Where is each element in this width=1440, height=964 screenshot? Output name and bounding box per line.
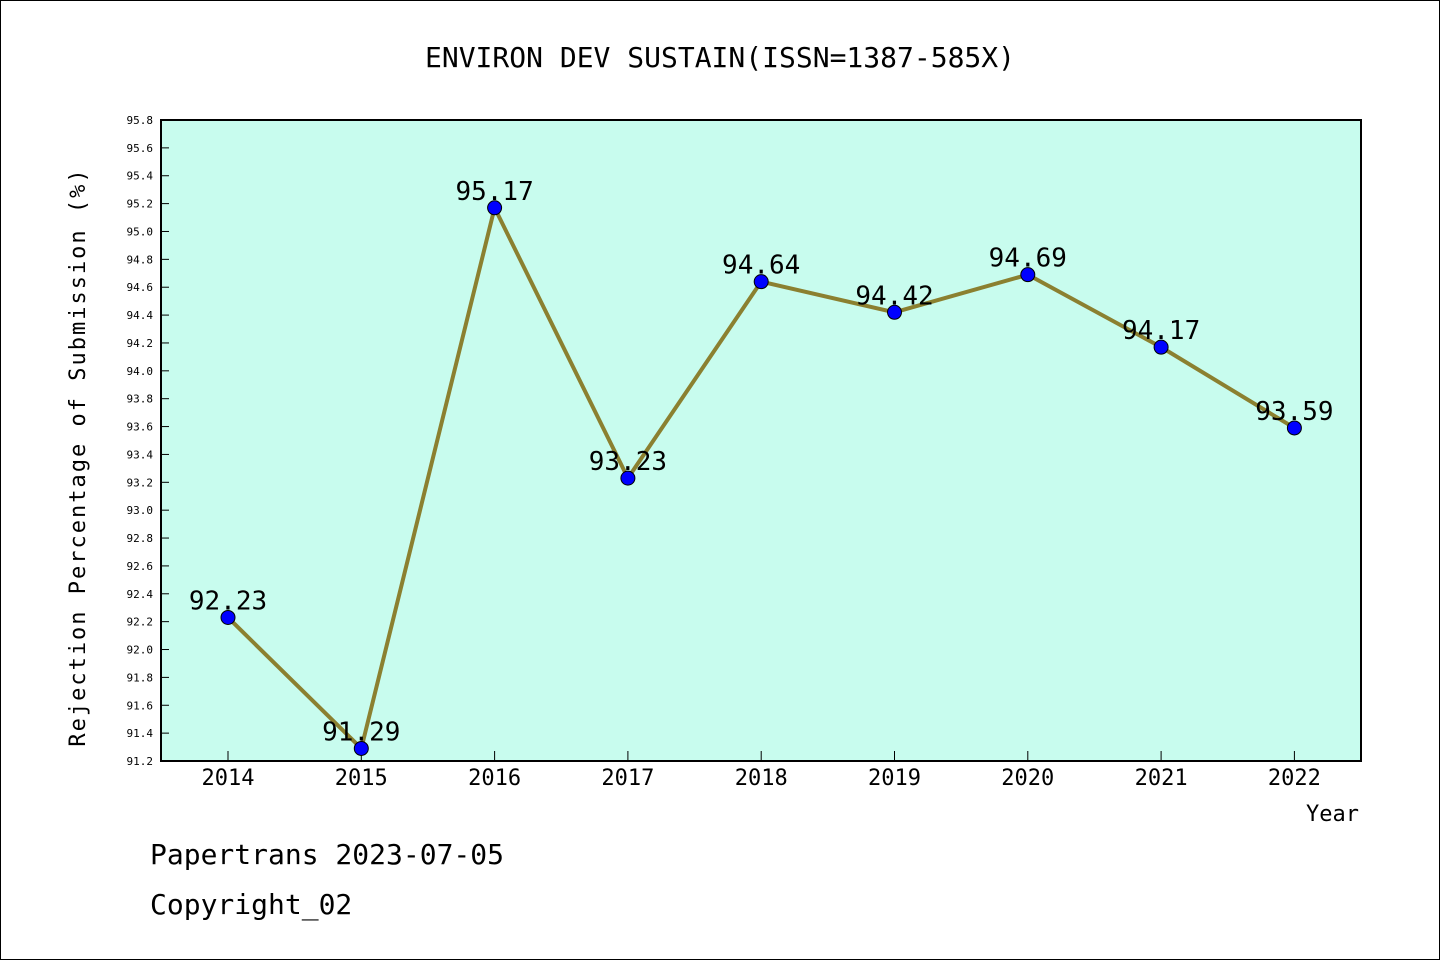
y-tick-label: 94.0: [127, 365, 154, 378]
data-points: [220, 200, 1302, 756]
plot-area: [160, 119, 1362, 762]
x-axis: 2014 2015 2016 2017 2018 2019 2020 2021 2022: [202, 751, 1321, 791]
y-tick-label: 94.6: [127, 281, 154, 294]
data-point: [353, 740, 369, 756]
data-label: 94.64: [722, 251, 800, 281]
y-tick-label: 94.2: [127, 337, 154, 350]
y-tick-label: 92.8: [127, 532, 154, 545]
data-label: 91.29: [322, 717, 400, 747]
y-tick-label: 92.2: [127, 616, 154, 629]
y-tick-label: 91.8: [127, 671, 154, 684]
x-tick-label: 2014: [202, 766, 255, 791]
x-axis-label: Year: [1306, 802, 1359, 827]
data-point: [887, 304, 902, 320]
data-point: [1153, 339, 1169, 355]
data-point: [487, 200, 503, 216]
x-tick-label: 2017: [601, 766, 654, 791]
y-tick-label: 93.6: [127, 421, 154, 434]
y-axis-label: Rejection Percentage of Submission (%): [66, 167, 91, 746]
data-point: [753, 274, 769, 290]
x-tick-label: 2019: [868, 766, 921, 791]
y-tick-label: 92.0: [127, 644, 154, 657]
x-tick-label: 2015: [335, 766, 388, 791]
footer-date: Papertrans 2023-07-05: [150, 838, 504, 871]
data-point: [620, 470, 636, 486]
y-tick-label: 93.0: [127, 504, 154, 517]
data-label: 95.17: [455, 177, 533, 207]
y-tick-label: 92.6: [127, 560, 154, 573]
y-tick-label: 91.2: [127, 755, 154, 768]
data-point: [1020, 267, 1036, 283]
x-tick-label: 2016: [468, 766, 521, 791]
data-label: 92.23: [189, 586, 267, 616]
data-label: 93.23: [589, 447, 667, 477]
y-tick-label: 95.0: [127, 225, 154, 238]
y-tick-label: 91.6: [127, 699, 154, 712]
x-tick-label: 2020: [1001, 766, 1054, 791]
y-tick-label: 94.8: [127, 253, 154, 266]
y-tick-label: 91.4: [127, 727, 154, 740]
y-axis: 91.2 91.4 91.6 91.8 92.0 92.2 92.4 92.6 92.8 93.0…: [127, 114, 169, 768]
data-point: [220, 609, 236, 625]
y-tick-label: 94.4: [127, 309, 154, 322]
footer-copyright: Copyright_02: [150, 888, 352, 922]
y-tick-label: 95.8: [127, 114, 154, 127]
x-tick-label: 2018: [735, 766, 788, 791]
y-tick-label: 95.2: [127, 198, 154, 211]
data-label: 94.42: [855, 281, 933, 311]
data-labels: 92.23 91.29 95.17 93.23 94.64 94.42 94.69 94.17…: [189, 177, 1334, 748]
data-point: [1286, 420, 1302, 436]
data-label: 94.17: [1122, 316, 1200, 346]
y-tick-label: 93.4: [127, 448, 154, 461]
y-tick-label: 93.2: [127, 476, 154, 489]
x-tick-label: 2022: [1268, 766, 1321, 791]
x-tick-label: 2021: [1135, 766, 1188, 791]
y-tick-label: 93.8: [127, 393, 154, 406]
y-tick-label: 92.4: [127, 588, 154, 601]
chart-title: ENVIRON DEV SUSTAIN(ISSN=1387-585X): [425, 41, 1015, 74]
y-tick-label: 95.6: [127, 142, 154, 155]
data-label: 94.69: [989, 244, 1067, 274]
y-tick-label: 95.4: [127, 170, 154, 183]
data-label: 93.59: [1255, 397, 1333, 427]
